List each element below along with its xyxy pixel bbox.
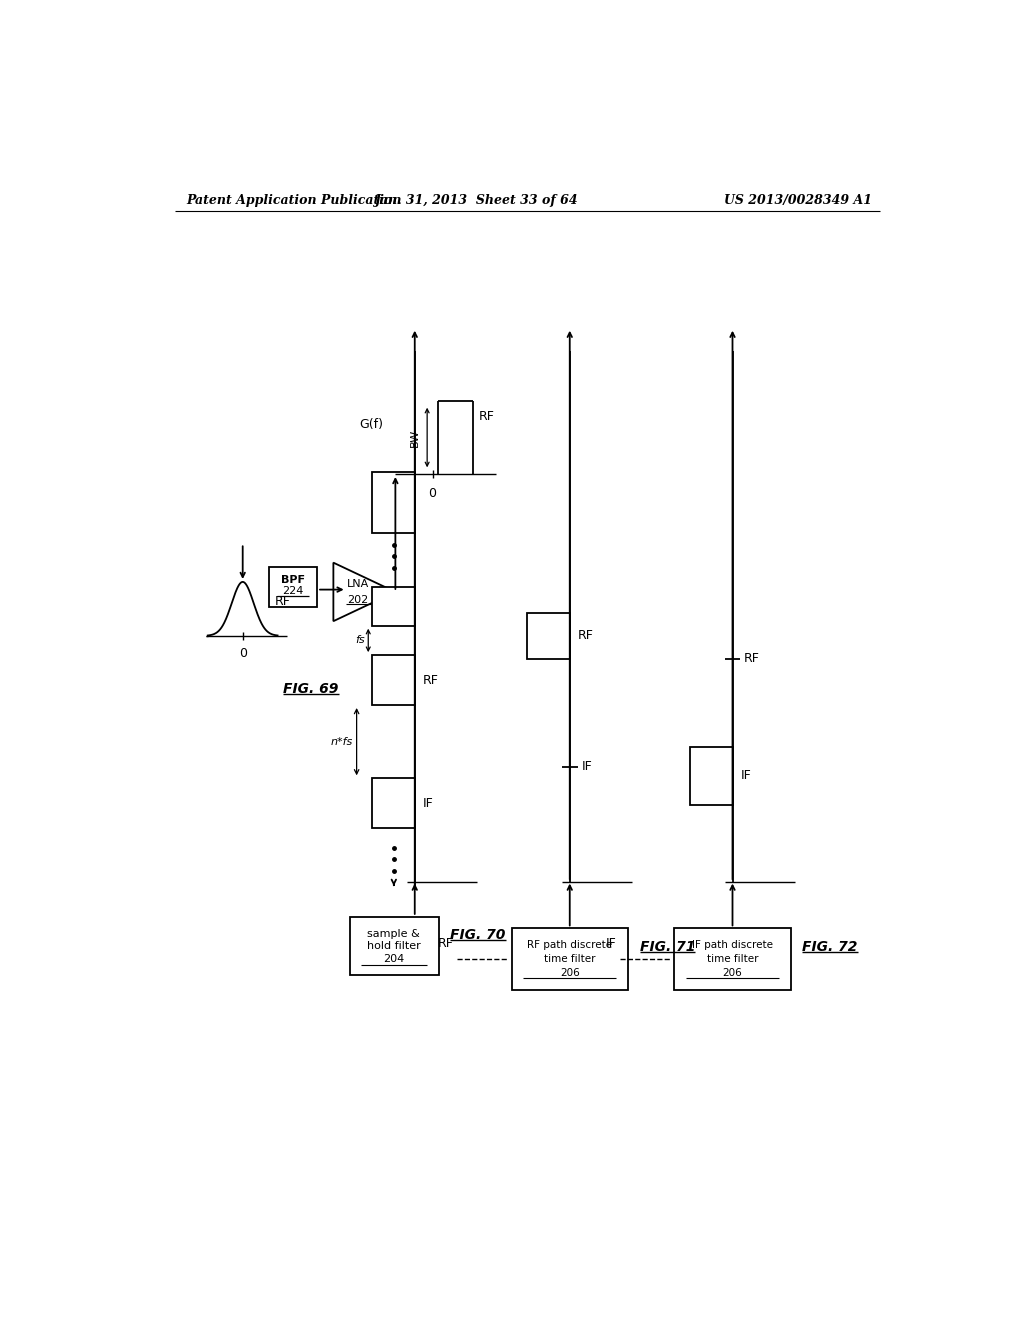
Text: IF path discrete: IF path discrete: [692, 940, 773, 950]
Bar: [372, 587, 415, 626]
Text: RF: RF: [744, 652, 760, 665]
Text: time filter: time filter: [707, 954, 758, 964]
Bar: [527, 612, 569, 659]
Text: IF: IF: [423, 797, 433, 809]
Text: FIG. 72: FIG. 72: [802, 940, 858, 954]
Text: Jan. 31, 2013  Sheet 33 of 64: Jan. 31, 2013 Sheet 33 of 64: [375, 194, 579, 207]
Text: RF: RF: [423, 673, 438, 686]
Text: hold filter: hold filter: [367, 941, 421, 952]
Text: 224: 224: [283, 586, 304, 597]
Bar: [690, 747, 732, 805]
Text: Patent Application Publication: Patent Application Publication: [186, 194, 401, 207]
Text: BW: BW: [410, 429, 420, 446]
Text: 202: 202: [347, 594, 369, 605]
Text: 206: 206: [560, 968, 580, 978]
Bar: [512, 928, 628, 990]
Bar: [269, 566, 317, 607]
Text: US 2013/0028349 A1: US 2013/0028349 A1: [724, 194, 872, 207]
Text: G(f): G(f): [359, 417, 384, 430]
Text: RF: RF: [578, 630, 593, 643]
Text: 206: 206: [723, 968, 742, 978]
Bar: [675, 928, 791, 990]
Text: RF: RF: [479, 409, 495, 422]
Text: BPF: BPF: [281, 574, 305, 585]
Text: RF: RF: [275, 594, 291, 607]
Text: 204: 204: [383, 954, 404, 964]
Text: time filter: time filter: [544, 954, 596, 964]
Text: RF: RF: [437, 937, 454, 950]
Bar: [372, 779, 415, 829]
Text: FIG. 69: FIG. 69: [283, 682, 338, 696]
Text: LNA: LNA: [347, 579, 370, 589]
Bar: [372, 655, 415, 705]
Text: IF: IF: [740, 770, 751, 783]
Text: n*fs: n*fs: [331, 737, 352, 747]
Text: FIG. 71: FIG. 71: [640, 940, 695, 954]
Bar: [372, 471, 415, 533]
Text: 0: 0: [429, 487, 436, 500]
Text: FIG. 70: FIG. 70: [451, 928, 506, 942]
Text: RF path discrete: RF path discrete: [527, 940, 612, 950]
Bar: [349, 917, 438, 974]
Text: fs: fs: [354, 635, 365, 645]
Text: IF: IF: [582, 760, 592, 774]
Text: sample &: sample &: [368, 929, 420, 939]
Text: IF: IF: [605, 937, 616, 950]
Polygon shape: [334, 562, 395, 622]
Text: 0: 0: [239, 647, 247, 660]
